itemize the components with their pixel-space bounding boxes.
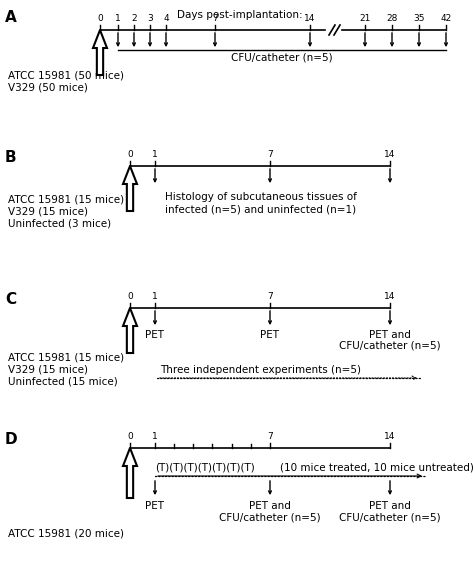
Text: PET and: PET and [369, 501, 411, 511]
Text: ATCC 15981 (15 mice): ATCC 15981 (15 mice) [8, 194, 124, 204]
Text: V329 (15 mice): V329 (15 mice) [8, 206, 88, 216]
Text: (10 mice treated, 10 mice untreated): (10 mice treated, 10 mice untreated) [280, 462, 474, 472]
Text: 14: 14 [304, 14, 316, 23]
Text: PET and: PET and [249, 501, 291, 511]
Text: 21: 21 [359, 14, 371, 23]
Polygon shape [93, 30, 107, 75]
Text: 0: 0 [127, 150, 133, 159]
Text: 7: 7 [267, 292, 273, 301]
Text: Uninfected (15 mice): Uninfected (15 mice) [8, 377, 118, 387]
Text: PET: PET [261, 330, 280, 340]
Text: 3: 3 [147, 14, 153, 23]
Text: 14: 14 [384, 150, 396, 159]
Text: 0: 0 [127, 432, 133, 441]
Text: Three independent experiments (n=5): Three independent experiments (n=5) [160, 365, 361, 375]
Text: A: A [5, 10, 17, 25]
Text: 7: 7 [267, 150, 273, 159]
Text: CFU/catheter (n=5): CFU/catheter (n=5) [219, 512, 321, 522]
Text: 28: 28 [386, 14, 398, 23]
Text: (T)(T)(T)(T)(T)(T)(T): (T)(T)(T)(T)(T)(T)(T) [155, 463, 255, 473]
Text: 14: 14 [384, 292, 396, 301]
Text: 7: 7 [267, 432, 273, 441]
Text: D: D [5, 432, 18, 447]
Text: 0: 0 [97, 14, 103, 23]
Text: V329 (50 mice): V329 (50 mice) [8, 82, 88, 92]
Polygon shape [123, 166, 137, 211]
Text: C: C [5, 292, 16, 307]
Text: 1: 1 [152, 150, 158, 159]
Text: V329 (15 mice): V329 (15 mice) [8, 365, 88, 375]
Text: 7: 7 [212, 14, 218, 23]
Text: ATCC 15981 (15 mice): ATCC 15981 (15 mice) [8, 353, 124, 363]
Text: 1: 1 [115, 14, 121, 23]
Text: infected (n=5) and uninfected (n=1): infected (n=5) and uninfected (n=1) [165, 204, 356, 214]
Text: Days post-implantation:: Days post-implantation: [177, 10, 303, 20]
Text: 35: 35 [413, 14, 425, 23]
Text: Histology of subcutaneous tissues of: Histology of subcutaneous tissues of [165, 192, 357, 202]
Text: CFU/catheter (n=5): CFU/catheter (n=5) [231, 53, 333, 63]
Text: 42: 42 [440, 14, 452, 23]
Text: PET: PET [146, 330, 164, 340]
Polygon shape [123, 448, 137, 498]
Text: PET and: PET and [369, 330, 411, 340]
Text: 2: 2 [131, 14, 137, 23]
Text: CFU/catheter (n=5): CFU/catheter (n=5) [339, 512, 441, 522]
Text: 0: 0 [127, 292, 133, 301]
Text: B: B [5, 150, 17, 165]
Text: CFU/catheter (n=5): CFU/catheter (n=5) [339, 341, 441, 351]
Text: PET: PET [146, 501, 164, 511]
Text: 14: 14 [384, 432, 396, 441]
Text: 1: 1 [152, 292, 158, 301]
Text: 1: 1 [152, 432, 158, 441]
Text: Uninfected (3 mice): Uninfected (3 mice) [8, 218, 111, 228]
Text: ATCC 15981 (50 mice): ATCC 15981 (50 mice) [8, 70, 124, 80]
Text: 4: 4 [163, 14, 169, 23]
Polygon shape [123, 308, 137, 353]
Text: ATCC 15981 (20 mice): ATCC 15981 (20 mice) [8, 528, 124, 538]
